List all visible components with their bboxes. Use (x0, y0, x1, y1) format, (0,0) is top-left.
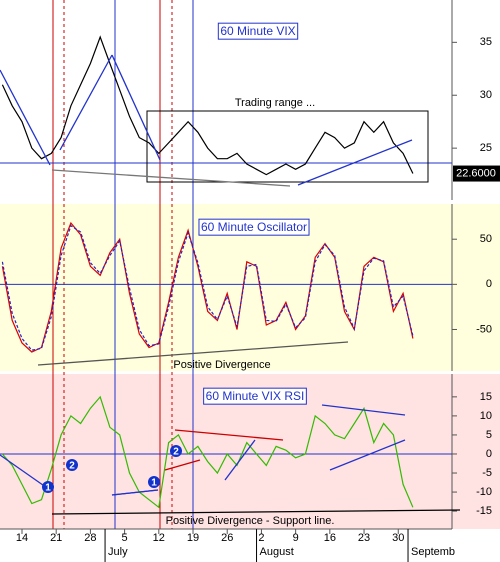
trading-range (146, 110, 429, 183)
y-tick-label: 5 (486, 429, 492, 441)
x-tick-label: 19 (187, 532, 199, 544)
trend-line (164, 459, 201, 471)
y-tick-label: 25 (480, 142, 492, 154)
y-tick-label: -10 (476, 486, 492, 498)
series-line (1, 35, 414, 176)
trend-line (174, 429, 284, 441)
x-tick-label: 23 (358, 532, 370, 544)
signal-marker (170, 445, 182, 457)
y-tick-label: 0 (486, 278, 492, 290)
signal-marker (148, 476, 160, 488)
last-value-label: 22.6000 (456, 167, 496, 179)
series-line (1, 224, 414, 351)
x-tick-label: 21 (50, 532, 62, 544)
x-tick-label: 26 (221, 532, 233, 544)
y-tick-label: 10 (480, 410, 492, 422)
trend-line (321, 404, 406, 416)
signal-label: 2 (173, 447, 179, 458)
x-tick-label: 16 (324, 532, 336, 544)
signal-label: 2 (69, 461, 75, 472)
signal-marker (66, 459, 78, 471)
y-tick-label: 0 (486, 448, 492, 460)
title-box (203, 387, 307, 405)
signal-label: 1 (151, 478, 157, 489)
annotation: Positive Divergence (173, 359, 270, 371)
panel-title: 60 Minute VIX (220, 24, 295, 38)
trend-line (59, 54, 113, 151)
panel-title: 60 Minute VIX RSI (206, 389, 305, 403)
x-tick-label: 9 (293, 532, 299, 544)
trend-line (51, 169, 291, 187)
trend-line (51, 509, 461, 515)
y-tick-label: -50 (476, 323, 492, 335)
signal-marker (42, 481, 54, 493)
trend-line (111, 54, 161, 161)
x-tick-label: 14 (16, 532, 28, 544)
trend-line (224, 439, 256, 481)
x-tick-label: 30 (392, 532, 404, 544)
trend-line (0, 69, 51, 166)
month-label: August (260, 546, 294, 558)
y-tick-label: -15 (476, 505, 492, 517)
panel-title: 60 Minute Oscillator (201, 220, 307, 234)
trend-line (329, 439, 406, 471)
month-label: July (108, 546, 128, 558)
annotation: Trading range ... (235, 97, 315, 109)
trend-line (0, 454, 51, 491)
x-axis-background (0, 529, 500, 562)
y-tick-label: 15 (480, 391, 492, 403)
trend-line (37, 341, 349, 366)
y-tick-label: -5 (482, 467, 492, 479)
annotation: Positive Divergence - Support line. (166, 515, 335, 527)
trend-line (297, 139, 413, 186)
title-box (217, 22, 299, 40)
x-tick-label: 12 (153, 532, 165, 544)
x-tick-label: 5 (122, 532, 128, 544)
y-tick-label: 30 (480, 89, 492, 101)
signal-label: 1 (45, 483, 51, 494)
y-tick-label: 35 (480, 36, 492, 48)
x-tick-label: 28 (84, 532, 96, 544)
y-tick-label: 50 (480, 233, 492, 245)
last-value-box (453, 165, 500, 182)
month-label: Septemb (411, 546, 455, 558)
x-tick-label: 2 (258, 532, 264, 544)
series-line (1, 395, 414, 509)
title-box (198, 218, 310, 236)
trend-line (111, 489, 159, 496)
series-line (1, 221, 414, 353)
